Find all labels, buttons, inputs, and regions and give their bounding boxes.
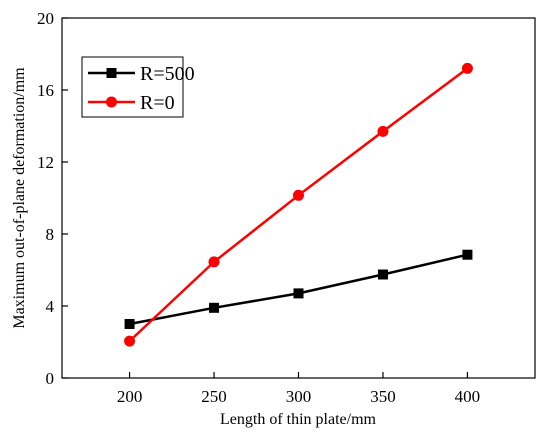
- y-axis: 0 4 8 12 16 20: [37, 9, 68, 388]
- y-tick-label: 8: [46, 225, 55, 244]
- data-point: [377, 125, 389, 137]
- data-point: [293, 189, 304, 201]
- x-axis: 200 250 300 350 400: [117, 372, 480, 406]
- x-tick-label: 300: [286, 387, 312, 406]
- x-tick-label: 350: [370, 387, 396, 406]
- legend-label-r0: R=0: [140, 92, 175, 114]
- y-tick-label: 16: [37, 81, 54, 100]
- data-point: [124, 319, 135, 329]
- data-point: [461, 62, 473, 74]
- data-point: [293, 288, 304, 299]
- data-point: [377, 269, 388, 280]
- legend: R=500 R=0: [81, 56, 195, 118]
- x-tick-label: 200: [117, 387, 143, 406]
- x-tick-label: 250: [201, 387, 227, 406]
- data-point: [124, 335, 136, 347]
- y-tick-label: 0: [46, 369, 55, 388]
- y-axis-label: Maximum out-of-plane deformation/mm: [11, 67, 28, 329]
- data-point: [462, 249, 473, 260]
- series-r-500: [124, 249, 473, 329]
- legend-box: [81, 56, 184, 118]
- data-point: [208, 256, 220, 268]
- series-layer: [124, 62, 473, 347]
- y-tick-label: 12: [37, 153, 54, 172]
- legend-marker-r500: [106, 68, 117, 78]
- x-tick-label: 400: [455, 387, 481, 406]
- y-tick-label: 4: [46, 297, 55, 316]
- legend-label-r500: R=500: [140, 63, 195, 85]
- y-tick-label: 20: [37, 9, 54, 28]
- series-r-0: [124, 62, 473, 347]
- data-point: [209, 302, 220, 313]
- legend-marker-r0: [106, 96, 117, 108]
- x-axis-label: Length of thin plate/mm: [220, 411, 377, 428]
